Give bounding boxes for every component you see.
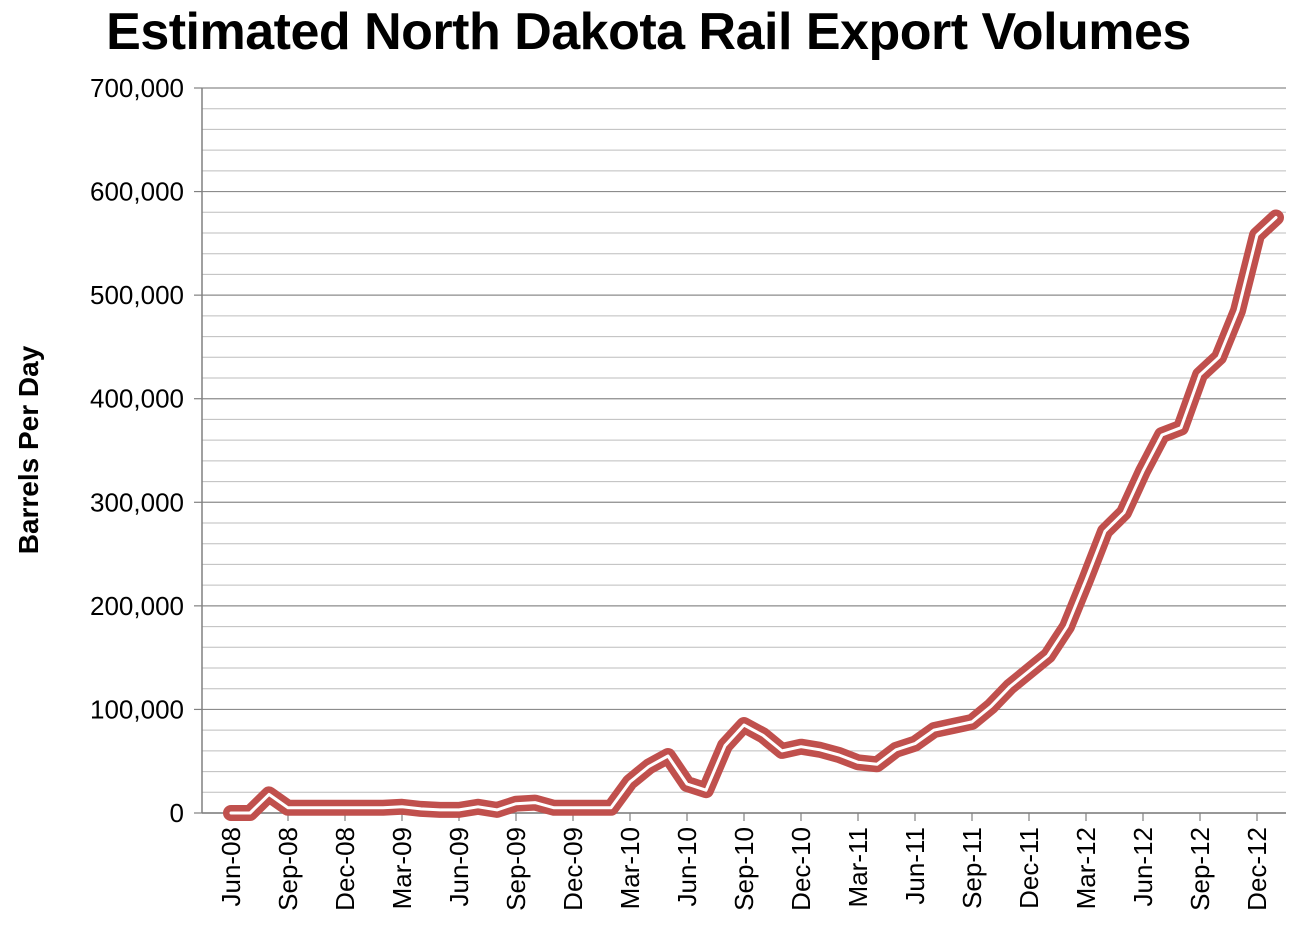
x-tick-label: Sep-10 bbox=[729, 827, 759, 911]
x-tick-label: Sep-11 bbox=[957, 827, 987, 909]
gridlines bbox=[202, 87, 1286, 814]
x-tick-label: Sep-12 bbox=[1185, 827, 1215, 911]
y-axis-label: Barrels Per Day bbox=[13, 345, 44, 554]
axes bbox=[194, 87, 1286, 821]
x-tick-label: Jun-08 bbox=[216, 827, 246, 907]
x-tick-label: Sep-08 bbox=[273, 827, 303, 911]
y-axis-ticks: 0 100,000 200,000 300,000 400,000 500,000 600,… bbox=[90, 73, 184, 828]
x-tick-label: Dec-12 bbox=[1242, 827, 1272, 911]
series-line-inner bbox=[229, 216, 1278, 815]
y-tick-label: 200,000 bbox=[90, 591, 184, 621]
y-tick-label: 700,000 bbox=[90, 73, 184, 103]
x-tick-label: Dec-08 bbox=[330, 827, 360, 911]
chart-title: Estimated North Dakota Rail Export Volum… bbox=[106, 3, 1191, 61]
x-tick-label: Mar-10 bbox=[615, 827, 645, 909]
x-tick-label: Jun-11 bbox=[900, 827, 930, 905]
y-tick-label: 400,000 bbox=[90, 384, 184, 414]
x-tick-label: Dec-09 bbox=[558, 827, 588, 911]
y-tick-label: 600,000 bbox=[90, 177, 184, 207]
x-tick-label: Jun-10 bbox=[672, 827, 702, 907]
y-tick-label: 0 bbox=[170, 798, 184, 828]
x-tick-label: Dec-11 bbox=[1014, 827, 1044, 909]
x-tick-label: Sep-09 bbox=[501, 827, 531, 911]
y-tick-label: 100,000 bbox=[90, 694, 184, 724]
x-axis-ticks: Jun-08 Sep-08 Dec-08 Mar-09 Jun-09 Sep-09 Dec-… bbox=[216, 827, 1272, 911]
x-tick-label: Mar-12 bbox=[1071, 827, 1101, 909]
y-tick-label: 300,000 bbox=[90, 487, 184, 517]
y-tick-label: 500,000 bbox=[90, 280, 184, 310]
x-tick-label: Dec-10 bbox=[786, 827, 816, 911]
x-tick-label: Mar-11 bbox=[843, 827, 873, 907]
x-tick-label: Jun-09 bbox=[444, 827, 474, 907]
x-tick-label: Jun-12 bbox=[1128, 827, 1158, 907]
x-tick-label: Mar-09 bbox=[387, 827, 417, 909]
series-line bbox=[223, 209, 1284, 821]
